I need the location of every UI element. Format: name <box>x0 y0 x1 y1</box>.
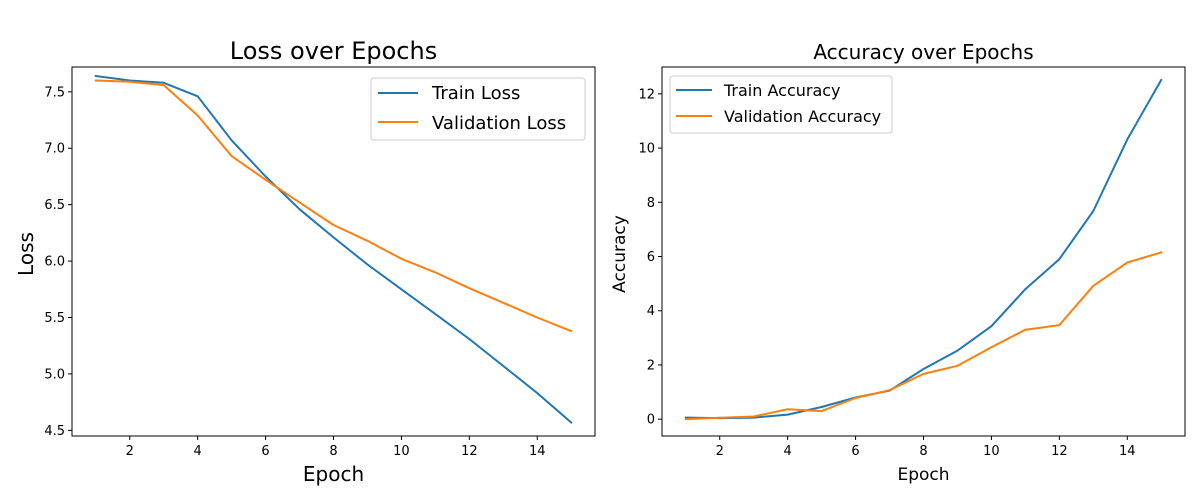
legend-label-validation-loss: Validation Loss <box>432 113 566 134</box>
chart-title: Loss over Epochs <box>230 37 437 65</box>
x-tick-label: 14 <box>1119 444 1136 459</box>
x-tick-label: 8 <box>329 444 337 459</box>
x-tick-label: 12 <box>1051 444 1068 459</box>
y-tick-label: 2 <box>647 358 655 373</box>
tick-layer: 2 4 6 8 10 12 14 0 2 4 6 8 10 12 <box>638 87 1135 459</box>
x-tick-label: 10 <box>393 444 410 459</box>
x-tick-label: 14 <box>529 444 546 459</box>
series-line-validation-loss <box>94 79 573 333</box>
series-layer <box>684 78 1163 421</box>
y-axis-label: Loss <box>14 232 38 276</box>
x-tick-label: 6 <box>261 444 269 459</box>
x-tick-label: 2 <box>126 444 134 459</box>
x-tick-label: 8 <box>919 444 927 459</box>
y-tick-label: 6.5 <box>44 198 65 213</box>
y-tick-label: 7.5 <box>44 85 65 100</box>
x-axis-label: Epoch <box>303 462 364 486</box>
y-tick-label: 0 <box>647 413 655 428</box>
accuracy-chart: Accuracy over Epochs Epoch Accuracy 2 4 6 8… <box>610 40 1186 485</box>
x-tick-label: 2 <box>716 444 724 459</box>
y-tick-label: 10 <box>638 142 655 157</box>
x-tick-label: 12 <box>461 444 478 459</box>
legend: Train Loss Validation Loss <box>370 77 586 141</box>
legend-label-train-loss: Train Loss <box>431 83 520 104</box>
x-tick-label: 10 <box>983 444 1000 459</box>
chart-title: Accuracy over Epochs <box>813 40 1033 64</box>
x-tick-label: 4 <box>194 444 202 459</box>
y-tick-label: 4.5 <box>44 424 65 439</box>
series-line-train-accuracy <box>684 78 1163 420</box>
tick-layer: 2 4 6 8 10 12 14 4.5 5.0 5.5 6.0 6.5 7.0 7.5 <box>44 85 545 459</box>
y-tick-label: 6.0 <box>44 255 65 270</box>
legend-label-train-accuracy: Train Accuracy <box>723 81 841 100</box>
legend-label-validation-accuracy: Validation Accuracy <box>724 107 881 126</box>
x-tick-label: 6 <box>851 444 859 459</box>
series-line-validation-accuracy <box>684 251 1163 421</box>
y-tick-label: 12 <box>638 87 655 102</box>
x-tick-label: 4 <box>784 444 792 459</box>
y-tick-label: 8 <box>647 196 655 211</box>
series-line-train-loss <box>94 74 573 424</box>
plot-frame <box>661 66 1186 437</box>
series-layer <box>94 74 573 424</box>
legend: Train Accuracy Validation Accuracy <box>669 75 893 134</box>
y-tick-label: 5.0 <box>44 367 65 382</box>
y-axis-label: Accuracy <box>610 215 630 293</box>
y-tick-label: 7.0 <box>44 142 65 157</box>
y-tick-label: 5.5 <box>44 311 65 326</box>
y-tick-label: 4 <box>647 304 655 319</box>
legend-box <box>669 75 893 134</box>
plot-frame <box>71 66 596 437</box>
loss-chart: Loss over Epochs Epoch Loss 2 4 6 8 10 12 14 4.… <box>14 37 596 486</box>
legend-box <box>370 77 586 141</box>
x-axis-label: Epoch <box>897 465 949 485</box>
y-tick-label: 6 <box>647 250 655 265</box>
